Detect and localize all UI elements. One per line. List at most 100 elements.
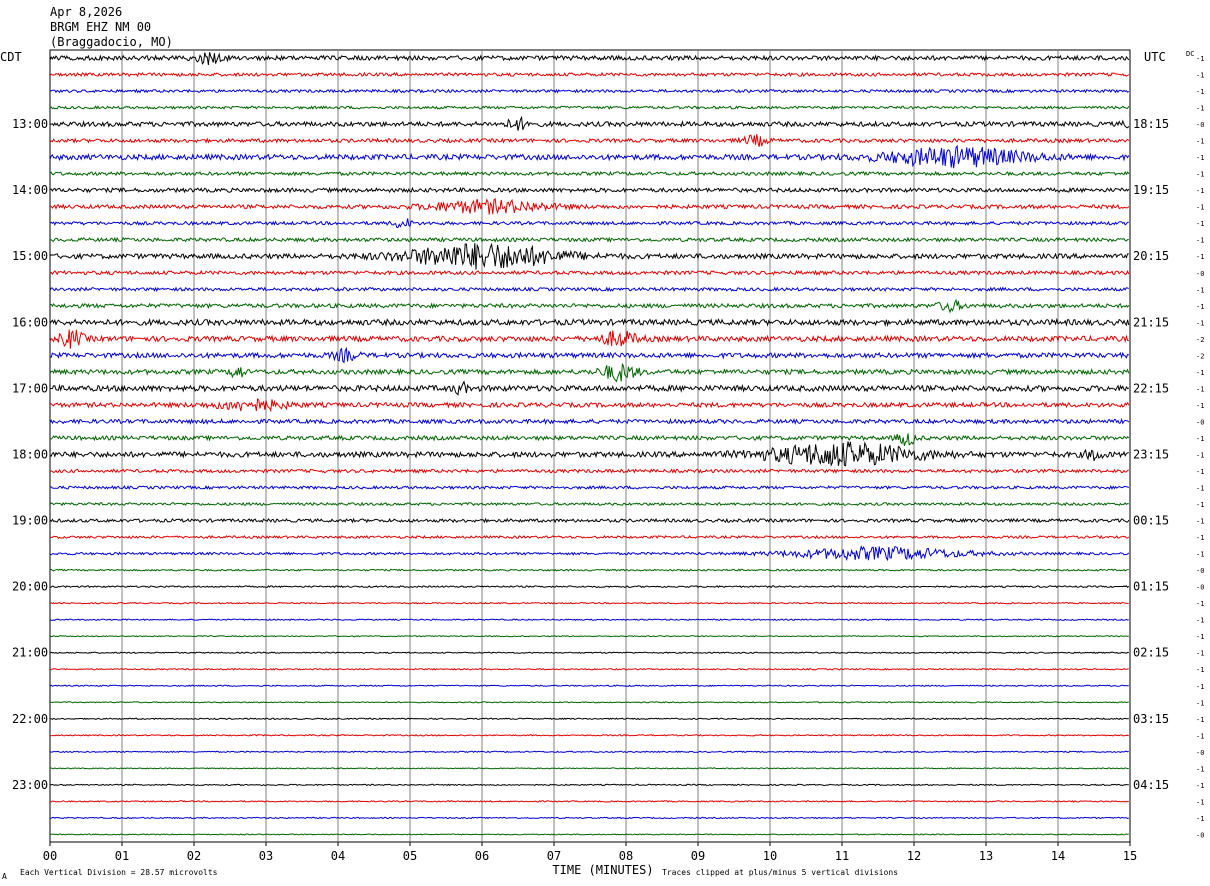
right-hour-label: 20:15 <box>1133 249 1169 263</box>
trace-line <box>49 329 1129 349</box>
x-tick-label: 08 <box>619 849 633 863</box>
x-tick-label: 14 <box>1051 849 1065 863</box>
dc-offset-label: -1 <box>1196 600 1204 608</box>
dc-offset-label: -1 <box>1196 666 1204 674</box>
trace-line <box>49 398 1130 413</box>
right-timezone-label: UTC <box>1144 50 1166 64</box>
dc-offset-label: -1 <box>1196 55 1204 63</box>
right-hour-label: 02:15 <box>1133 646 1169 660</box>
dc-offset-label: -1 <box>1196 385 1204 393</box>
trace-line <box>49 346 1130 364</box>
dc-offset-label: -1 <box>1196 138 1204 146</box>
dc-offset-label: -1 <box>1196 782 1204 790</box>
dc-offset-label: -1 <box>1196 369 1204 377</box>
right-hour-label: 18:15 <box>1133 117 1169 131</box>
dc-offset-label: -1 <box>1196 451 1204 459</box>
header-date: Apr 8,2026 <box>50 5 122 19</box>
trace-line <box>49 115 1130 131</box>
trace-line <box>49 585 1130 589</box>
x-tick-label: 13 <box>979 849 993 863</box>
left-timezone-label: CDT <box>0 50 22 64</box>
dc-offset-label: -1 <box>1196 435 1204 443</box>
trace-line <box>49 71 1130 78</box>
trace-line <box>49 701 1129 704</box>
right-hour-label: 19:15 <box>1133 183 1169 197</box>
left-hour-label: 15:00 <box>12 249 48 263</box>
x-axis-title: TIME (MINUTES) <box>552 863 653 877</box>
dc-offset-label: -1 <box>1196 105 1204 113</box>
x-tick-label: 01 <box>115 849 129 863</box>
x-tick-label: 03 <box>259 849 273 863</box>
trace-line <box>49 380 1130 396</box>
x-tick-label: 06 <box>475 849 489 863</box>
dc-offset-label: -1 <box>1196 171 1204 179</box>
trace-line <box>49 717 1129 721</box>
dc-offset-label: -1 <box>1196 633 1204 641</box>
right-hour-label: 03:15 <box>1133 712 1169 726</box>
dc-offset-label: -1 <box>1196 699 1204 707</box>
left-hour-label: 14:00 <box>12 183 48 197</box>
trace-line <box>49 544 1130 562</box>
dc-offset-label: -1 <box>1196 72 1204 80</box>
dc-offset-label: -0 <box>1196 584 1204 592</box>
right-hour-label: 22:15 <box>1133 381 1169 395</box>
trace-line <box>50 170 1130 177</box>
x-tick-label: 09 <box>691 849 705 863</box>
dc-offset-label: -1 <box>1196 501 1204 509</box>
dc-offset-label: -1 <box>1196 534 1204 542</box>
dc-offset-label: -0 <box>1196 121 1204 129</box>
right-hour-label: 04:15 <box>1133 778 1169 792</box>
trace-line <box>49 517 1130 524</box>
traces <box>49 52 1130 836</box>
dc-offset-label: -1 <box>1196 815 1204 823</box>
dc-offset-label: -1 <box>1196 88 1204 96</box>
trace-line <box>49 485 1129 491</box>
trace-line <box>49 186 1130 194</box>
right-hour-label: 01:15 <box>1133 580 1169 594</box>
trace-line <box>49 568 1129 572</box>
trace-line <box>49 134 1130 147</box>
dc-offset-label: -0 <box>1196 270 1204 278</box>
x-tick-label: 15 <box>1123 849 1137 863</box>
x-tick-label: 11 <box>835 849 849 863</box>
right-hour-label: 23:15 <box>1133 447 1169 461</box>
trace-line <box>49 242 1129 270</box>
grid <box>49 49 1131 846</box>
left-hour-label: 20:00 <box>12 580 48 594</box>
trace-line <box>49 144 1130 169</box>
x-tick-label: 02 <box>187 849 201 863</box>
scale-note: Each Vertical Division = 28.57 microvolt… <box>20 868 218 877</box>
x-tick-label: 12 <box>907 849 921 863</box>
plot-frame <box>49 49 1131 843</box>
dc-offset-label: -1 <box>1196 303 1204 311</box>
dc-offset-label: -1 <box>1196 154 1204 162</box>
right-hour-label: 00:15 <box>1133 514 1169 528</box>
trace-line <box>49 767 1129 770</box>
trace-line <box>49 601 1129 605</box>
dc-offset-label: -2 <box>1196 336 1204 344</box>
dc-offset-label: -1 <box>1196 485 1204 493</box>
left-hour-label: 21:00 <box>12 646 48 660</box>
right-hour-label: 21:15 <box>1133 315 1169 329</box>
dc-offset-label: -0 <box>1196 749 1204 757</box>
header-location: (Braggadocio, MO) <box>50 35 173 49</box>
dc-offset-label: -1 <box>1196 204 1204 212</box>
trace-line <box>49 651 1129 654</box>
left-hour-label: 23:00 <box>12 778 48 792</box>
dc-offset-label: -1 <box>1196 468 1204 476</box>
dc-label: DC <box>1186 50 1194 58</box>
trace-line <box>49 635 1129 638</box>
left-hour-label: 16:00 <box>12 315 48 329</box>
trace-line <box>49 816 1129 820</box>
dc-offset-label: -1 <box>1196 319 1204 327</box>
axis-labels: 00 01 02 03 04 05 06 07 08 09 10 11 12 13 14 15 -1 -1 -1 -1… <box>12 55 1204 863</box>
trace-line <box>49 269 1130 276</box>
dc-offset-label: -1 <box>1196 402 1204 410</box>
clip-note: Traces clipped at plus/minus 5 vertical … <box>662 868 898 877</box>
dc-offset-label: -2 <box>1196 352 1204 360</box>
trace-line <box>49 417 1130 426</box>
left-hour-label: 17:00 <box>12 381 48 395</box>
trace-line <box>49 363 1130 383</box>
trace-line <box>49 317 1130 327</box>
